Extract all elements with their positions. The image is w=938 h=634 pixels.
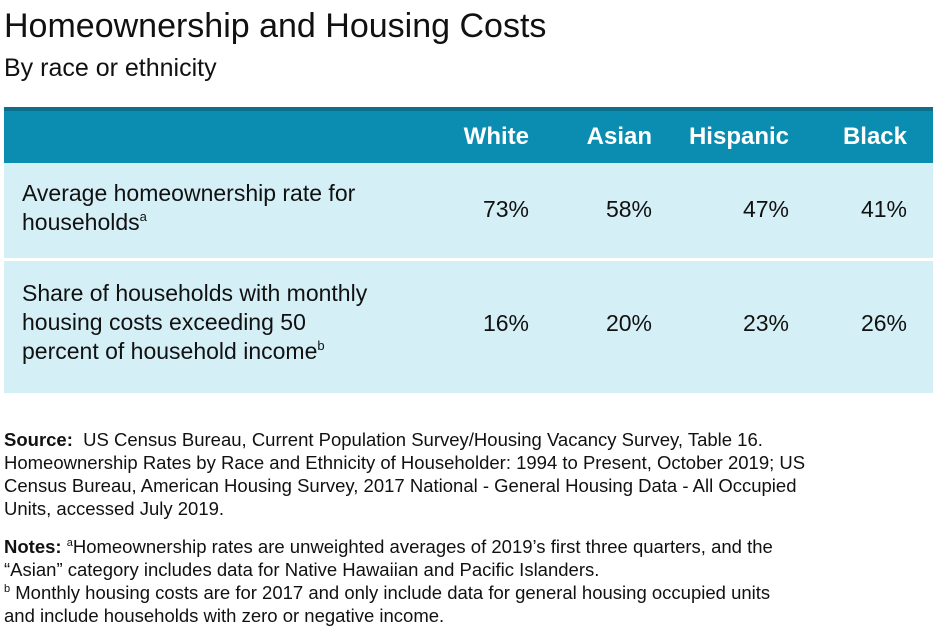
source-label: Source: [4,429,73,450]
row-label-line: households [22,209,140,235]
table-header: White Asian Hispanic Black [4,107,933,163]
source-text: Census Bureau, American Housing Survey, … [4,475,797,496]
column-header-hispanic: Hispanic [688,123,789,150]
page-subtitle: By race or ethnicity [4,54,217,82]
cell-housing-costs-white: 16% [482,310,529,336]
cell-homeownership-hispanic: 47% [742,196,789,222]
row-label-line: Share of households with monthly [22,280,368,306]
page-title: Homeownership and Housing Costs [4,7,547,45]
footnote-mark-b: b [4,583,11,595]
data-table: White Asian Hispanic Black Average homeo… [4,107,933,393]
notes-label: Notes: [4,536,62,557]
source-text: US Census Bureau, Current Population Sur… [83,429,763,450]
note-b-text: Monthly housing costs are for 2017 and o… [10,582,771,603]
cell-housing-costs-black: 26% [860,310,907,336]
source-text: Units, accessed July 2019. [4,498,225,519]
column-header-black: Black [842,123,907,150]
row-label-line: percent of household income [22,338,318,364]
cell-homeownership-asian: 58% [605,196,652,222]
source-text: Homeownership Rates by Race and Ethnicit… [4,452,806,473]
cell-homeownership-black: 41% [860,196,907,222]
note-b-text: and include households with zero or nega… [4,605,445,626]
footnote-mark-a: a [139,209,147,224]
table-row-homeownership: Average homeownership rate for household… [4,163,933,261]
note-a-text: Homeownership rates are unweighted avera… [72,536,773,557]
row-label-homeownership: Average homeownership rate for household… [22,179,355,237]
row-label-housing-costs: Share of households with monthly housing… [22,279,367,366]
column-header-asian: Asian [586,123,652,150]
footnote-mark-b: b [317,338,325,353]
table-row-housing-costs: Share of households with monthly housing… [4,261,933,393]
note-a-text: “Asian” category includes data for Nativ… [4,559,600,580]
notes: Notes: aHomeownership rates are unweight… [4,535,924,627]
column-header-white: White [463,123,529,150]
source-note: Source: US Census Bureau, Current Popula… [4,428,924,520]
footnote-mark-a: a [66,537,73,549]
cell-housing-costs-asian: 20% [605,310,652,336]
row-label-line: Average homeownership rate for [22,180,356,206]
cell-homeownership-white: 73% [482,196,529,222]
cell-housing-costs-hispanic: 23% [742,310,789,336]
row-label-line: housing costs exceeding 50 [22,309,306,335]
